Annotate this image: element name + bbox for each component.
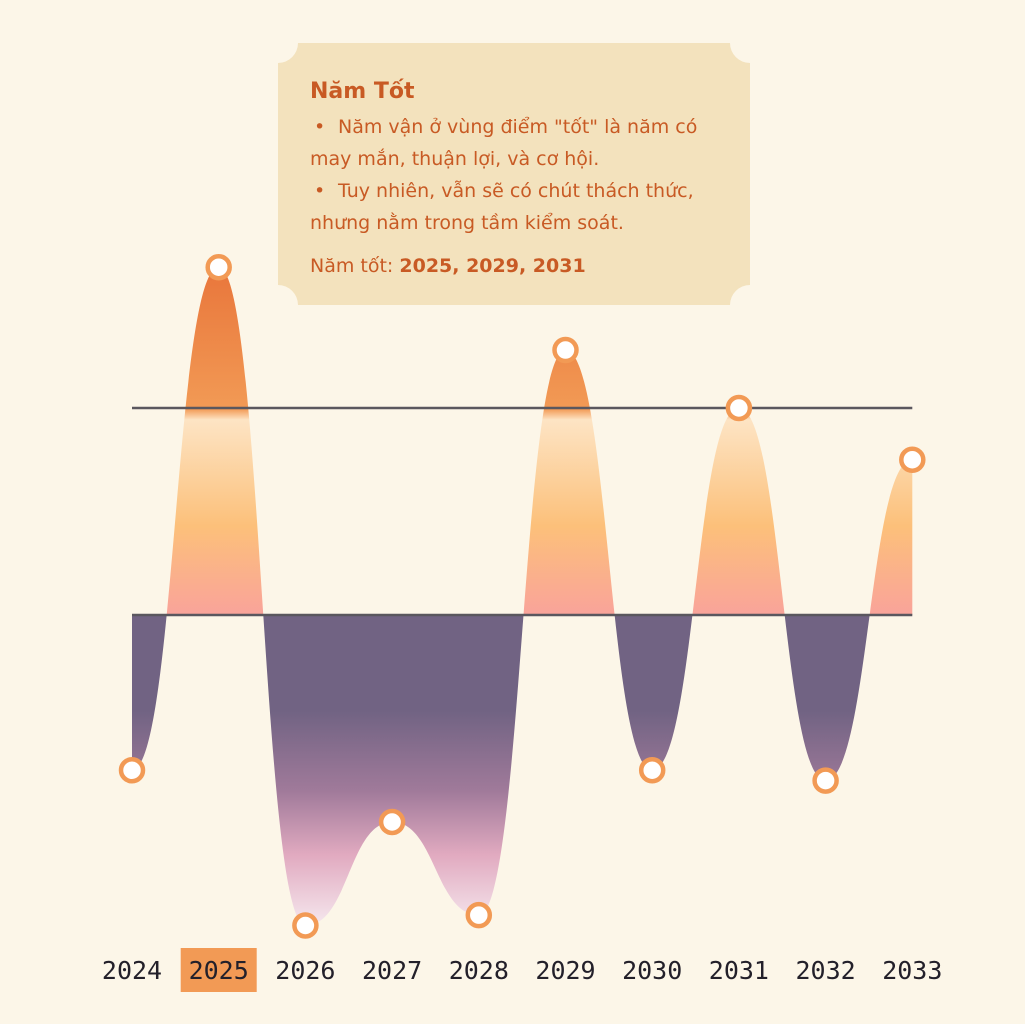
data-point-2025 bbox=[205, 253, 232, 281]
callout-note-years: 2025, 2029, 2031 bbox=[399, 255, 586, 277]
callout-note: Năm tốt: 2025, 2029, 2031 bbox=[310, 251, 730, 281]
callout-bullet-text: Năm vận ở vùng điểm "tốt" là năm có may … bbox=[310, 116, 698, 170]
data-point-2031 bbox=[725, 394, 753, 422]
x-tick-label: 2032 bbox=[795, 956, 855, 985]
data-point-2032 bbox=[812, 767, 839, 794]
data-point-2028 bbox=[465, 901, 493, 929]
x-tick-label: 2024 bbox=[102, 956, 162, 985]
data-point-2033 bbox=[899, 446, 926, 473]
callout-bullet: • Năm vận ở vùng điểm "tốt" là năm có may… bbox=[310, 111, 730, 175]
negative-area bbox=[132, 615, 913, 926]
bullet-icon: • bbox=[314, 180, 326, 202]
info-callout: Năm Tốt • Năm vận ở vùng điểm "tốt" là nă… bbox=[278, 43, 750, 305]
x-tick-label: 2028 bbox=[449, 956, 509, 985]
data-point-2029 bbox=[552, 336, 579, 364]
x-tick-label: 2030 bbox=[622, 956, 682, 985]
data-point-2027 bbox=[378, 808, 406, 836]
bullet-icon: • bbox=[314, 116, 326, 138]
x-tick-label: 2033 bbox=[882, 956, 942, 985]
x-tick-label: 2025 bbox=[189, 956, 249, 985]
highlight-box-2025 bbox=[180, 948, 257, 992]
x-tick-label: 2031 bbox=[709, 956, 769, 985]
data-point-2024 bbox=[118, 757, 146, 784]
callout-bullet-text: Tuy nhiên, vẫn sẽ có chút thách thức, nh… bbox=[310, 180, 694, 234]
callout-note-prefix: Năm tốt: bbox=[310, 255, 400, 277]
x-tick-label: 2026 bbox=[275, 956, 335, 985]
x-tick-label: 2027 bbox=[362, 956, 422, 985]
data-point-2026 bbox=[292, 912, 319, 939]
x-tick-label: 2029 bbox=[535, 956, 595, 985]
callout-background bbox=[278, 43, 750, 305]
markers bbox=[118, 253, 926, 939]
callout-bullets: • Năm vận ở vùng điểm "tốt" là năm có may… bbox=[310, 111, 730, 239]
callout-bullet: • Tuy nhiên, vẫn sẽ có chút thách thức, n… bbox=[310, 175, 730, 239]
data-point-2030 bbox=[638, 757, 666, 784]
positive-area bbox=[132, 267, 913, 615]
x-axis-labels: 2024 2025 2026 2027 2028 2029 2030 2031 2032 2033 bbox=[102, 948, 942, 992]
callout-title: Năm Tốt bbox=[310, 79, 415, 104]
